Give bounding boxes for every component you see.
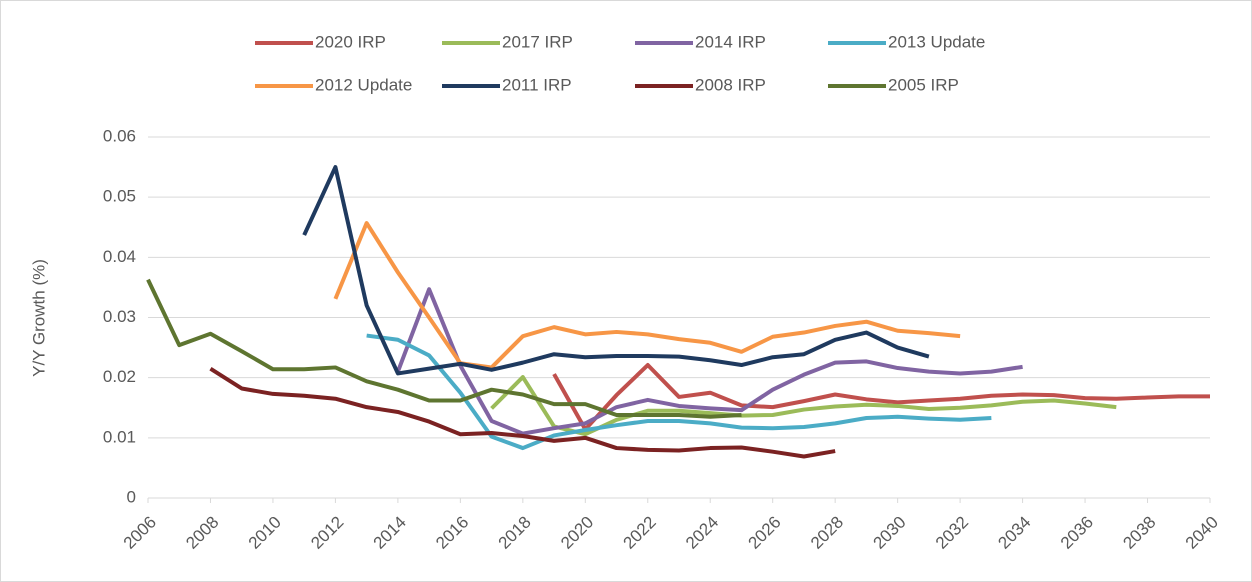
legend-label: 2017 IRP bbox=[502, 32, 573, 51]
series-line bbox=[396, 287, 1023, 436]
y-tick-label: 0.03 bbox=[103, 307, 136, 326]
series-line bbox=[366, 333, 992, 451]
series-line bbox=[333, 221, 961, 370]
y-axis-label: Y/Y Growth (%) bbox=[29, 259, 48, 377]
series-line bbox=[552, 363, 1210, 432]
legend-label: 2020 IRP bbox=[315, 32, 386, 51]
y-tick-label: 0.05 bbox=[103, 187, 136, 206]
y-tick-label: 0.02 bbox=[103, 367, 136, 386]
y-tick-label: 0.01 bbox=[103, 427, 136, 446]
series-line bbox=[302, 165, 930, 376]
legend-label: 2014 IRP bbox=[695, 32, 766, 51]
y-tick-label: 0.06 bbox=[103, 126, 136, 145]
legend-label: 2013 Update bbox=[888, 32, 985, 51]
legend-label: 2005 IRP bbox=[888, 75, 959, 94]
y-tick-label: 0.04 bbox=[103, 247, 136, 266]
y-tick-label: 0 bbox=[127, 487, 136, 506]
legend-label: 2011 IRP bbox=[502, 75, 572, 94]
series-line bbox=[209, 366, 836, 459]
series-line bbox=[146, 278, 742, 419]
legend-label: 2008 IRP bbox=[695, 75, 766, 94]
legend-label: 2012 Update bbox=[315, 75, 412, 94]
